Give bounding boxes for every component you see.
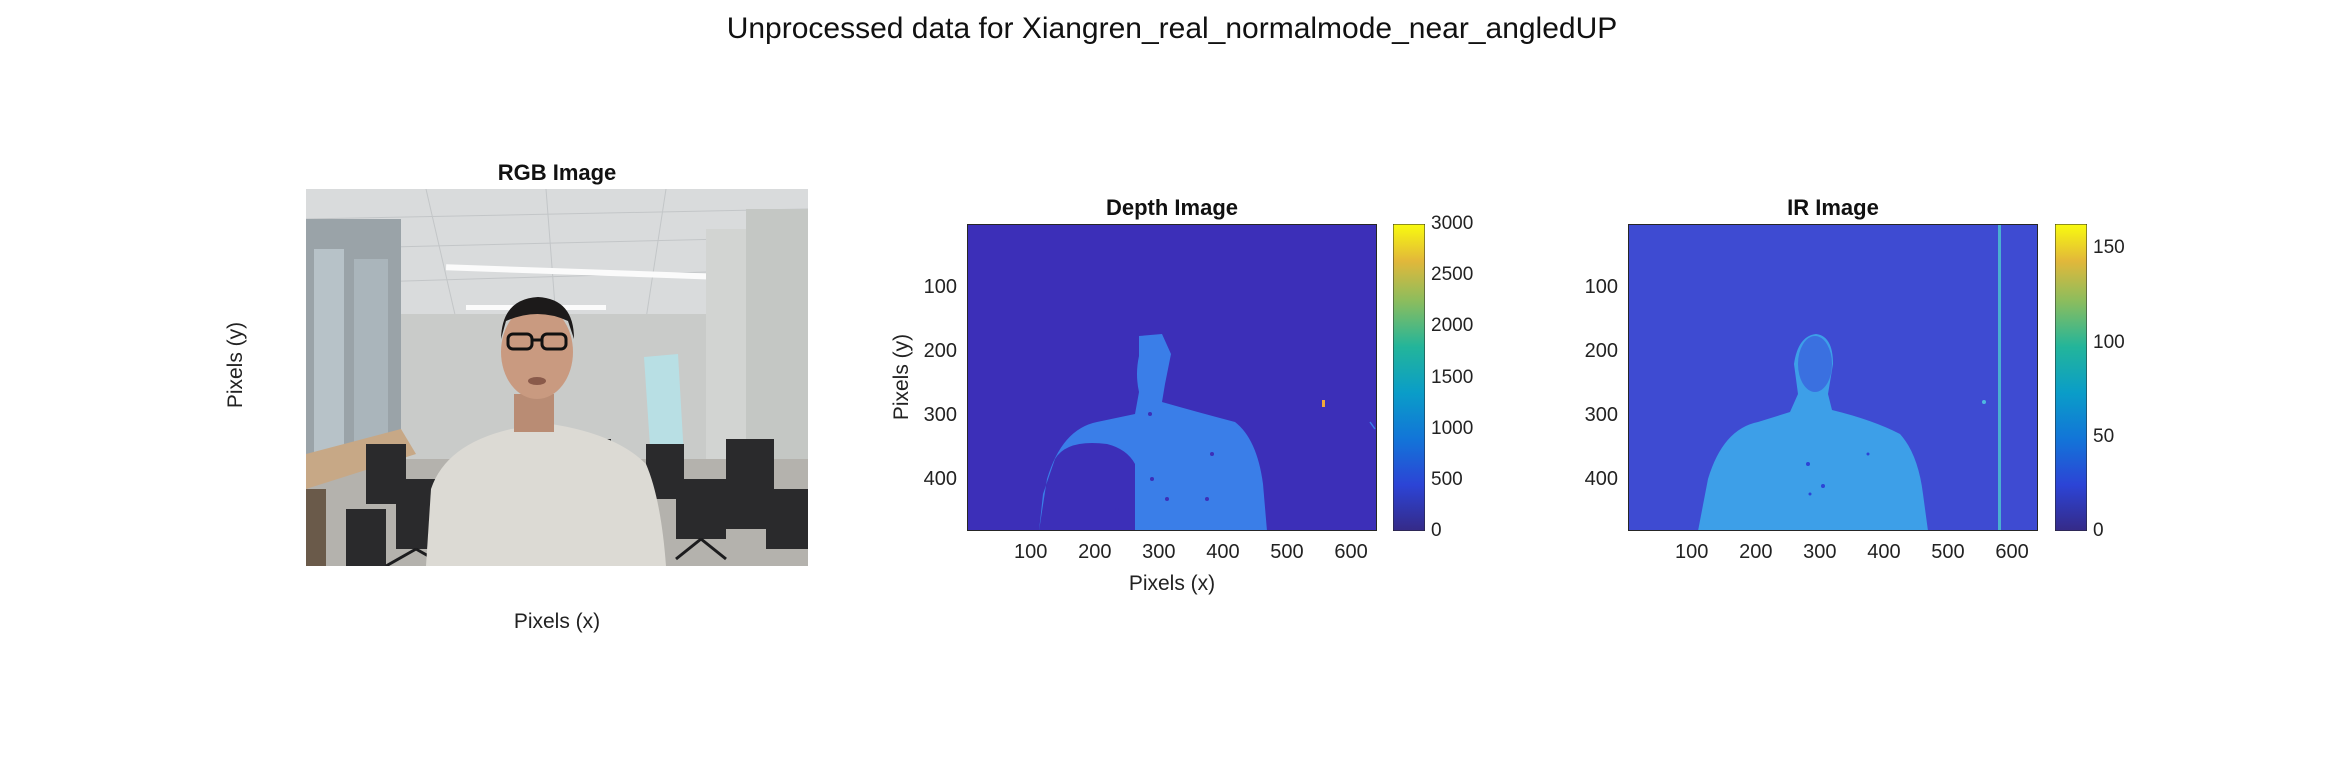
depth-colorbar [1393, 224, 1425, 531]
ir-heatmap [1628, 224, 2038, 531]
depth-colorbar-tick-label: 0 [1431, 520, 1442, 541]
depth-colorbar-tick-label: 2000 [1431, 315, 1474, 337]
depth-ylabel: Pixels (y) [890, 333, 913, 421]
rgb-panel-title: RGB Image [497, 160, 617, 185]
depth-xlabel: Pixels (x) [1128, 572, 1216, 595]
depth-xtick-label: 500 [1270, 541, 1304, 563]
depth-heatmap [967, 224, 1377, 531]
ir-axes-frame [1628, 224, 2038, 531]
ir-colorbar-gradient [2055, 224, 2087, 531]
depth-xtick-label: 200 [1078, 541, 1112, 563]
ir-ytick-label: 400 [1584, 467, 1618, 490]
ir-panel-title: IR Image [1787, 195, 1879, 220]
rgb-photo-illustration [306, 189, 808, 566]
ir-colorbar [2055, 224, 2087, 531]
ir-xtick-label: 600 [1995, 541, 2029, 563]
ir-xtick-label: 200 [1739, 541, 1773, 563]
depth-panel-title: Depth Image [1105, 195, 1239, 220]
ir-colorbar-tick-label: 50 [2093, 425, 2115, 447]
ir-colorbar-tick-label: 100 [2093, 331, 2125, 353]
depth-ytick-label: 200 [923, 339, 957, 362]
ir-ytick-label: 100 [1584, 275, 1618, 298]
ir-xtick-label: 300 [1803, 541, 1837, 563]
depth-axes-frame [967, 224, 1377, 531]
figure-title: Unprocessed data for Xiangren_real_norma… [726, 12, 1618, 45]
depth-xtick-label: 400 [1206, 541, 1240, 563]
rgb-image [306, 189, 808, 566]
depth-xtick-label: 300 [1142, 541, 1176, 563]
depth-ytick-label: 300 [923, 403, 957, 426]
rgb-ylabel: Pixels (y) [224, 321, 247, 409]
depth-colorbar-tick-label: 3000 [1431, 213, 1474, 234]
depth-colorbar-tick-label: 1500 [1431, 366, 1474, 388]
depth-colorbar-gradient [1393, 224, 1425, 531]
depth-colorbar-tick-label: 1000 [1431, 417, 1474, 439]
ir-xtick-label: 100 [1675, 541, 1709, 563]
depth-xtick-label: 600 [1334, 541, 1368, 563]
ir-plot [1628, 224, 2038, 531]
ir-xtick-label: 400 [1867, 541, 1901, 563]
ir-ytick-label: 300 [1584, 403, 1618, 426]
depth-plot [967, 224, 1377, 531]
depth-colorbar-tick-label: 2500 [1431, 264, 1474, 286]
depth-xtick-label: 100 [1014, 541, 1048, 563]
ir-colorbar-tick-label: 0 [2093, 520, 2104, 541]
ir-xtick-label: 500 [1931, 541, 1965, 563]
depth-colorbar-tick-label: 500 [1431, 468, 1463, 490]
rgb-xlabel: Pixels (x) [513, 610, 601, 633]
depth-ytick-label: 100 [923, 275, 957, 298]
ir-ytick-label: 200 [1584, 339, 1618, 362]
ir-colorbar-tick-label: 150 [2093, 237, 2125, 259]
depth-ytick-label: 400 [923, 467, 957, 490]
